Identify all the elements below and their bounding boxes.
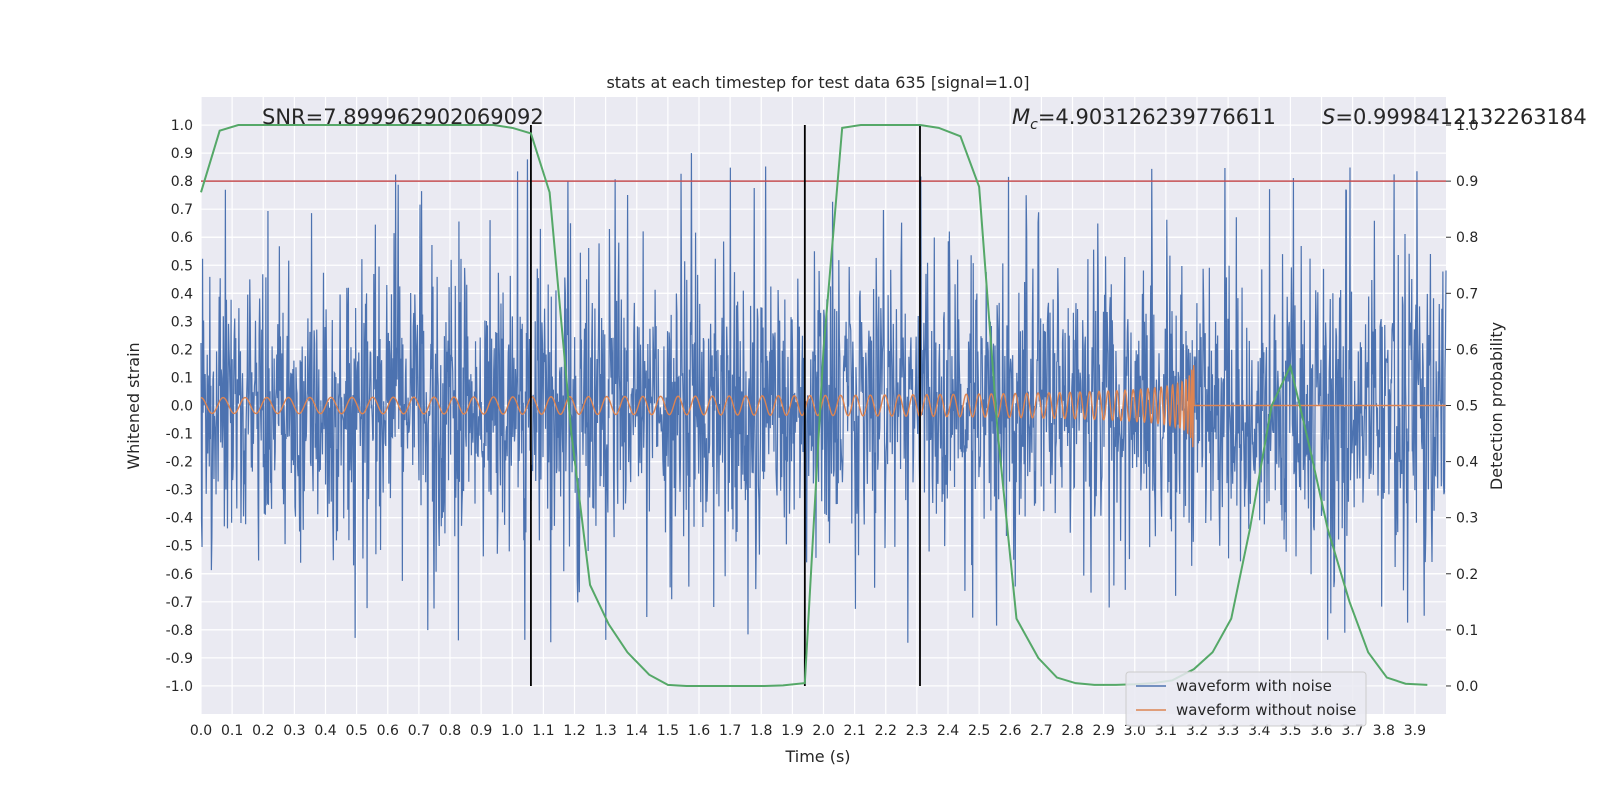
- x-tick-label: 2.8: [1061, 723, 1083, 739]
- y2-tick-label: 1.0: [1456, 118, 1478, 134]
- x-tick-label: 0.1: [221, 723, 243, 739]
- y-tick-label: -0.2: [166, 455, 193, 471]
- series-detection-probability: [200, 124, 1428, 687]
- x-tick-label: 2.0: [812, 723, 834, 739]
- x-tick-label: 2.2: [875, 723, 897, 739]
- x-tick-label: 0.3: [283, 723, 305, 739]
- x-tick-label: 3.4: [1248, 723, 1270, 739]
- y2-tick-label: 0.6: [1456, 342, 1478, 358]
- y2-tick-label: 0.2: [1456, 567, 1478, 583]
- x-tick-label: 3.6: [1310, 723, 1332, 739]
- y2-axis-label: Detection probability: [1487, 322, 1506, 490]
- chirp-mass-value: =4.903126239776611: [1038, 105, 1276, 129]
- x-tick-label: 3.3: [1217, 723, 1239, 739]
- chirp-mass-annotation: Mc=4.903126239776611: [1012, 105, 1276, 133]
- y-tick-label: -0.6: [166, 567, 193, 583]
- y2-tick-label: 0.5: [1456, 399, 1478, 415]
- x-tick-label: 0.6: [377, 723, 399, 739]
- score-value: =0.9998412132263184: [1335, 105, 1586, 129]
- axes: 1.0 0.9 0.8 0.7 0.6 0.5 0.4 0.3 0.2 0.1 0.0 -0.1 -0.…: [166, 118, 1479, 739]
- y-tick-label: -0.7: [166, 595, 193, 611]
- x-tick-label: 0.0: [190, 723, 212, 739]
- chirp-mass-symbol: M: [1012, 105, 1030, 129]
- y-tick-label: -0.5: [166, 539, 193, 555]
- y-tick-label: -0.1: [166, 427, 193, 443]
- x-axis-label: Time (s): [784, 747, 850, 766]
- y-tick-label: 1.0: [171, 118, 193, 134]
- x-tick-label: 0.9: [470, 723, 492, 739]
- score-symbol: S: [1322, 105, 1335, 129]
- y2-tick-label: 0.0: [1456, 679, 1478, 695]
- legend: waveform with noise waveform without noi…: [1125, 671, 1367, 727]
- score-annotation: S=0.9998412132263184: [1322, 105, 1587, 129]
- x-tick-label: 3.5: [1279, 723, 1301, 739]
- chart-title: stats at each timestep for test data 635…: [606, 73, 1029, 92]
- y2-tick-label: 0.1: [1456, 623, 1478, 639]
- x-tick-label: 2.1: [843, 723, 865, 739]
- reference-lines: [201, 125, 1446, 686]
- x-tick-label: 2.9: [1092, 723, 1114, 739]
- y-tick-label: -0.4: [166, 511, 193, 527]
- legend-frame: [1125, 671, 1367, 727]
- x-tick-label: 2.3: [906, 723, 928, 739]
- clean-waveform-line: [200, 365, 1446, 448]
- legend-label-noise: waveform with noise: [1176, 677, 1332, 695]
- x-tick-label: 1.3: [594, 723, 616, 739]
- x-tick-label: 0.2: [252, 723, 274, 739]
- x-tick-label: 1.7: [719, 723, 741, 739]
- y2-tick-label: 0.3: [1456, 511, 1478, 527]
- y2-tick-label: 0.9: [1456, 174, 1478, 190]
- x-tick-label: 1.1: [532, 723, 554, 739]
- x-tick-label: 3.7: [1341, 723, 1363, 739]
- x-tick-label: 3.8: [1373, 723, 1395, 739]
- y-tick-label: -0.8: [166, 623, 193, 639]
- y-tick-label: 0.9: [171, 146, 193, 162]
- x-tick-label: 2.7: [1030, 723, 1052, 739]
- x-tick-label: 1.2: [563, 723, 585, 739]
- x-tick-label: 1.4: [626, 723, 648, 739]
- y2-tick-label: 0.7: [1456, 286, 1478, 302]
- y-tick-label: 0.6: [171, 230, 193, 246]
- x-tick-label: 2.6: [999, 723, 1021, 739]
- x-tick-label: 1.0: [501, 723, 523, 739]
- y-tick-label: 0.2: [171, 342, 193, 358]
- y-tick-label: -0.3: [166, 483, 193, 499]
- y2-tick-label: 0.8: [1456, 230, 1478, 246]
- x-tick-label: 3.0: [1124, 723, 1146, 739]
- y-tick-label: 0.8: [171, 174, 193, 190]
- y-tick-label: -1.0: [166, 679, 193, 695]
- chirp-mass-subscript: c: [1030, 117, 1038, 133]
- x-tick-label: 2.4: [937, 723, 959, 739]
- x-tick-label: 2.5: [968, 723, 990, 739]
- x-tick-label: 3.2: [1186, 723, 1208, 739]
- x-tick-label: 1.8: [750, 723, 772, 739]
- series-waveform-without-noise: [200, 365, 1446, 448]
- x-tick-label: 1.9: [781, 723, 803, 739]
- snr-annotation: SNR=7.899962902069092: [262, 105, 544, 129]
- x-tick-label: 1.6: [688, 723, 710, 739]
- y-tick-label: 0.7: [171, 202, 193, 218]
- y2-tick-label: 0.4: [1456, 455, 1478, 471]
- x-tick-label: 3.9: [1404, 723, 1426, 739]
- y-tick-label: 0.1: [171, 370, 193, 386]
- y-tick-label: 0.0: [171, 399, 193, 415]
- probability-line: [200, 124, 1428, 687]
- x-tick-label: 0.4: [314, 723, 336, 739]
- y-tick-label: -0.9: [166, 651, 193, 667]
- x-tick-label: 0.7: [408, 723, 430, 739]
- y-axis-label: Whitened strain: [124, 342, 143, 469]
- x-tick-label: 0.8: [439, 723, 461, 739]
- x-tick-label: 0.5: [345, 723, 367, 739]
- y-tick-label: 0.4: [171, 286, 193, 302]
- x-tick-label: 3.1: [1155, 723, 1177, 739]
- labels: stats at each timestep for test data 635…: [124, 73, 1587, 766]
- y-tick-label: 0.5: [171, 258, 193, 274]
- legend-label-clean: waveform without noise: [1176, 701, 1356, 719]
- y-tick-label: 0.3: [171, 314, 193, 330]
- x-tick-label: 1.5: [657, 723, 679, 739]
